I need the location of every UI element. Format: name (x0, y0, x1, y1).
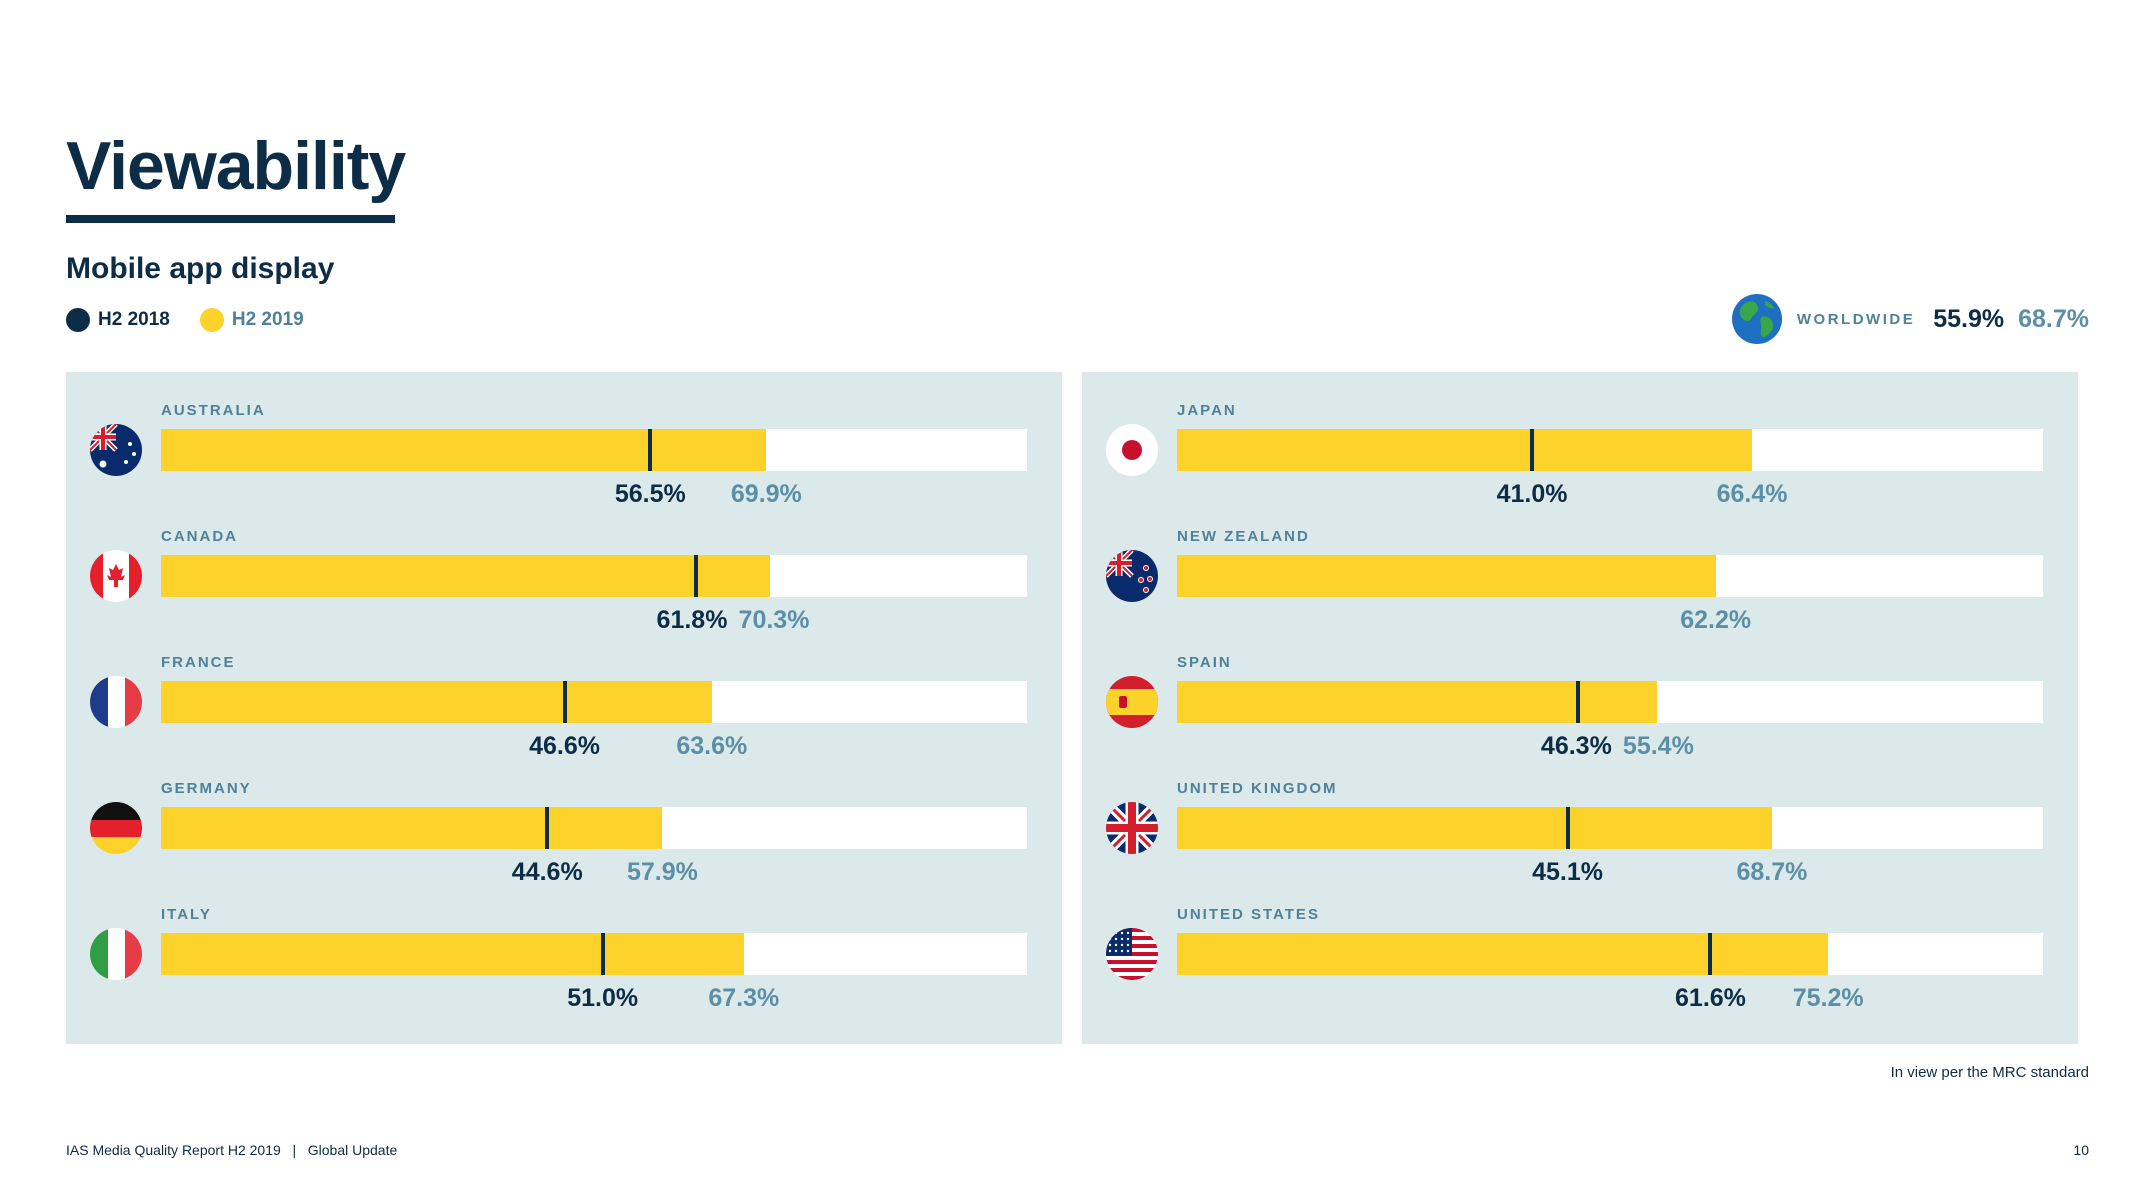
marker-h2-2018-australia (648, 429, 653, 471)
footer-separator: | (292, 1142, 297, 1158)
country-label-italy: ITALY (161, 906, 212, 923)
united-states-flag-icon (1106, 928, 1158, 980)
united-kingdom-flag-icon (1106, 802, 1158, 854)
chart-panel-right: JAPAN 41.0% 66.4% NEW ZEALAND 62.2% SPAIN 46.3… (1082, 372, 2078, 1044)
marker-h2-2018-canada (694, 555, 699, 597)
value-label-h2-2019-united-kingdom: 68.7% (1736, 858, 1808, 886)
value-label-h2-2019-japan: 66.4% (1716, 480, 1788, 508)
marker-h2-2018-italy (600, 933, 605, 975)
marker-h2-2018-spain (1575, 681, 1580, 723)
country-label-spain: SPAIN (1177, 654, 1232, 671)
marker-h2-2018-france (562, 681, 567, 723)
value-label-h2-2018-australia: 56.5% (614, 480, 686, 508)
value-label-h2-2019-italy: 67.3% (708, 984, 780, 1012)
country-row-italy: ITALY 51.0% 67.3% (66, 876, 1062, 1012)
country-label-canada: CANADA (161, 528, 238, 545)
footnote: In view per the MRC standard (1890, 1064, 2089, 1081)
worldwide-value-h2-2018: 55.9% (1933, 304, 2005, 333)
bar-track-canada (161, 555, 1027, 597)
country-label-france: FRANCE (161, 654, 236, 671)
country-row-australia: AUSTRALIA 56.5% 69.9% (66, 372, 1062, 508)
country-row-japan: JAPAN 41.0% 66.4% (1082, 372, 2078, 508)
marker-h2-2018-united-kingdom (1565, 807, 1570, 849)
title-underline (66, 215, 395, 223)
chart-subtitle: Mobile app display (66, 252, 335, 285)
bar-h2-2019-new-zealand (1177, 555, 1716, 597)
worldwide-value-h2-2019: 68.7% (2018, 304, 2089, 333)
country-label-new-zealand: NEW ZEALAND (1177, 528, 1310, 545)
value-label-h2-2019-germany: 57.9% (626, 858, 698, 886)
spain-flag-icon (1106, 676, 1158, 728)
canada-flag-icon (90, 550, 142, 602)
value-label-h2-2018-germany: 44.6% (511, 858, 583, 886)
country-row-spain: SPAIN 46.3% 55.4% (1082, 624, 2078, 760)
bar-track-italy (161, 933, 1027, 975)
country-label-japan: JAPAN (1177, 402, 1237, 419)
legend: H2 2018 H2 2019 (66, 308, 334, 332)
value-label-h2-2018-spain: 46.3% (1540, 732, 1612, 760)
bar-track-germany (161, 807, 1027, 849)
value-label-h2-2019-france: 63.6% (676, 732, 748, 760)
bar-h2-2019-australia (161, 429, 767, 471)
marker-h2-2018-germany (545, 807, 550, 849)
bar-h2-2019-france (161, 681, 712, 723)
japan-flag-icon (1106, 424, 1158, 476)
legend-label-h2-2019: H2 2019 (231, 309, 304, 330)
chart-panel-left: AUSTRALIA 56.5% 69.9% CANADA 61.8% 70.3% FRANC… (66, 372, 1062, 1044)
page-title: Viewability (66, 128, 406, 204)
worldwide-label: WORLDWIDE (1796, 310, 1916, 328)
worldwide-summary: WORLDWIDE 55.9% 68.7% (1731, 293, 2089, 345)
globe-icon (1731, 294, 1782, 344)
value-label-h2-2019-united-states: 75.2% (1792, 984, 1864, 1012)
page-number: 10 (2073, 1142, 2089, 1158)
country-row-canada: CANADA 61.8% 70.3% (66, 498, 1062, 634)
germany-flag-icon (90, 802, 142, 854)
bar-track-united-kingdom (1177, 807, 2043, 849)
bar-h2-2019-italy (161, 933, 744, 975)
bar-track-new-zealand (1177, 555, 2043, 597)
value-label-h2-2019-australia: 69.9% (730, 480, 802, 508)
bar-track-united-states (1177, 933, 2043, 975)
bar-track-australia (161, 429, 1027, 471)
bar-h2-2019-united-kingdom (1177, 807, 1772, 849)
bar-h2-2019-japan (1177, 429, 1753, 471)
country-label-united-states: UNITED STATES (1177, 906, 1320, 923)
legend-label-h2-2018: H2 2018 (98, 309, 170, 330)
country-label-australia: AUSTRALIA (161, 402, 266, 419)
legend-dot-h2-2018 (66, 308, 90, 332)
country-row-new-zealand: NEW ZEALAND 62.2% (1082, 498, 2078, 634)
legend-dot-h2-2019 (199, 308, 224, 332)
value-label-h2-2018-united-states: 61.6% (1675, 984, 1746, 1012)
value-label-h2-2018-japan: 41.0% (1496, 480, 1568, 508)
value-label-h2-2018-italy: 51.0% (567, 984, 639, 1012)
footer-report: IAS Media Quality Report H2 2019 (66, 1142, 281, 1158)
country-label-germany: GERMANY (161, 780, 252, 797)
marker-h2-2018-japan (1530, 429, 1535, 471)
italy-flag-icon (90, 928, 142, 980)
bar-h2-2019-canada (161, 555, 770, 597)
footer-section: Global Update (307, 1142, 398, 1158)
new-zealand-flag-icon (1106, 550, 1158, 602)
country-row-united-states: UNITED STATES 61.6% 75.2% (1082, 876, 2078, 1012)
value-label-h2-2019-canada: 70.3% (738, 606, 810, 634)
country-row-united-kingdom: UNITED KINGDOM 45.1% 68.7% (1082, 750, 2078, 886)
marker-h2-2018-united-states (1708, 933, 1713, 975)
country-row-france: FRANCE 46.6% 63.6% (66, 624, 1062, 760)
australia-flag-icon (90, 424, 142, 476)
bar-h2-2019-germany (161, 807, 663, 849)
bar-h2-2019-united-states (1177, 933, 1829, 975)
country-row-germany: GERMANY 44.6% 57.9% (66, 750, 1062, 886)
bar-h2-2019-spain (1177, 681, 1657, 723)
value-label-h2-2018-united-kingdom: 45.1% (1532, 858, 1604, 886)
value-label-h2-2019-spain: 55.4% (1622, 732, 1694, 760)
bar-track-france (161, 681, 1027, 723)
france-flag-icon (90, 676, 142, 728)
bar-track-japan (1177, 429, 2043, 471)
value-label-h2-2018-france: 46.6% (529, 732, 600, 760)
value-label-h2-2019-new-zealand: 62.2% (1680, 606, 1752, 634)
bar-track-spain (1177, 681, 2043, 723)
country-label-united-kingdom: UNITED KINGDOM (1177, 780, 1338, 797)
footer: IAS Media Quality Report H2 2019 | Globa… (66, 1142, 397, 1158)
value-label-h2-2018-canada: 61.8% (656, 606, 728, 634)
